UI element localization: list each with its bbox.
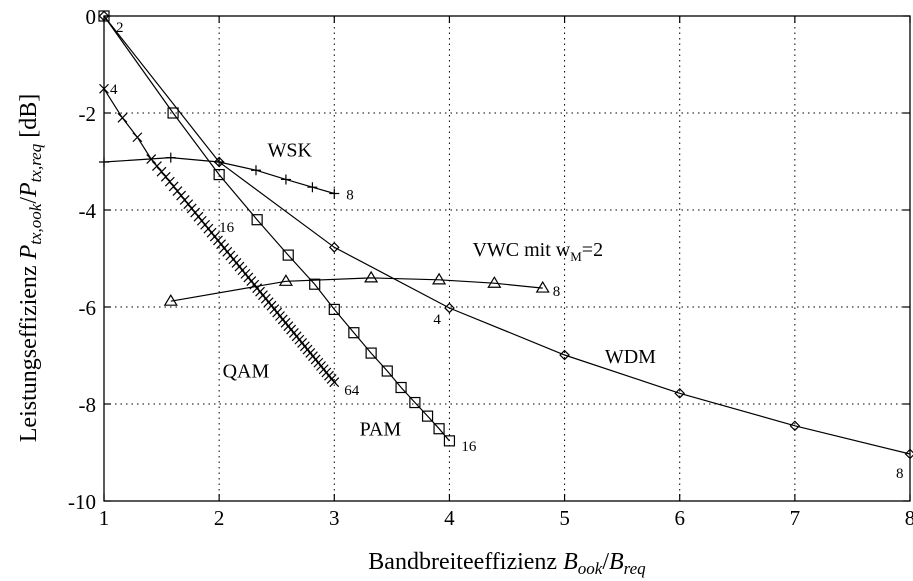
y-tick-label: -8 bbox=[79, 393, 97, 417]
data-point-wdm bbox=[904, 448, 913, 460]
data-point-wsk bbox=[307, 182, 318, 193]
y-tick-label: -2 bbox=[79, 102, 97, 126]
x-tick-label: 4 bbox=[444, 506, 455, 530]
point-label: 8 bbox=[896, 466, 904, 482]
data-point-pam bbox=[328, 303, 340, 316]
point-label: 16 bbox=[461, 439, 477, 455]
point-label: 4 bbox=[110, 82, 118, 98]
data-point-vwc-mit-w-m-2 bbox=[278, 274, 293, 286]
data-point-wdm bbox=[789, 420, 801, 432]
x-tick-label: 6 bbox=[674, 506, 685, 530]
series-line-vwc-mit-w-m-2 bbox=[170, 277, 543, 302]
series-label: VWC mit wM=2 bbox=[472, 239, 603, 264]
point-label: 16 bbox=[219, 220, 235, 236]
data-point-vwc-mit-w-m-2 bbox=[364, 270, 379, 283]
point-label: 2 bbox=[116, 20, 124, 36]
data-point-pam bbox=[282, 249, 294, 261]
data-point-wsk bbox=[250, 165, 261, 176]
tick-marks bbox=[103, 15, 911, 502]
data-point-qam bbox=[329, 377, 340, 388]
data-point-pam bbox=[433, 423, 445, 435]
data-point-pam bbox=[421, 410, 434, 422]
data-point-qam bbox=[152, 161, 162, 171]
point-label: 64 bbox=[344, 383, 360, 399]
x-tick-label: 2 bbox=[214, 506, 225, 530]
data-point-vwc-mit-w-m-2 bbox=[432, 272, 447, 285]
data-point-qam bbox=[164, 176, 175, 187]
grid-lines bbox=[104, 16, 910, 501]
x-tick-label: 8 bbox=[905, 506, 913, 530]
x-tick-label: 3 bbox=[329, 506, 340, 530]
x-axis-label: Bandbreiteeffizienz Book/Breq bbox=[368, 549, 646, 578]
series-markers bbox=[98, 10, 913, 460]
plot-frame bbox=[103, 15, 911, 502]
point-label: 8 bbox=[553, 284, 561, 300]
data-point-qam bbox=[132, 132, 143, 143]
point-label: 8 bbox=[346, 188, 354, 204]
series-line-pam bbox=[103, 15, 450, 442]
tick-labels: 1 2 3 4 5 6 7 8 0 -2 -4 -6 -8 -10 bbox=[68, 5, 913, 530]
x-tick-label: 5 bbox=[559, 506, 570, 530]
y-tick-label: -6 bbox=[79, 296, 97, 320]
data-point-pam bbox=[365, 347, 377, 359]
data-point-wsk bbox=[280, 174, 291, 185]
data-point-qam bbox=[146, 154, 157, 164]
y-tick-label: -10 bbox=[68, 490, 96, 514]
point-label: 4 bbox=[433, 312, 441, 328]
data-point-pam bbox=[167, 107, 179, 119]
series-label: WSK bbox=[268, 140, 313, 162]
x-tick-label: 1 bbox=[99, 506, 110, 530]
data-point-pam bbox=[381, 365, 393, 377]
data-point-pam bbox=[251, 214, 263, 226]
series-label: WDM bbox=[605, 346, 656, 368]
data-point-pam bbox=[348, 327, 360, 339]
data-point-pam bbox=[98, 10, 110, 22]
series-label: QAM bbox=[223, 360, 270, 382]
series-line-wdm bbox=[103, 15, 911, 455]
data-point-qam bbox=[156, 166, 167, 177]
y-tick-label: -4 bbox=[79, 199, 97, 223]
data-point-wsk bbox=[165, 152, 176, 163]
data-point-qam bbox=[117, 112, 128, 123]
data-point-pam bbox=[409, 396, 421, 409]
data-point-wsk bbox=[99, 156, 109, 167]
data-point-wdm bbox=[444, 302, 455, 314]
data-point-qam bbox=[99, 83, 109, 94]
y-axis-label: Leistungseffizienz Ptx,ook/Ptx,req [dB] bbox=[16, 94, 45, 442]
data-point-vwc-mit-w-m-2 bbox=[163, 294, 178, 306]
data-point-pam bbox=[443, 435, 456, 447]
series-label: PAM bbox=[360, 419, 402, 441]
data-point-vwc-mit-w-m-2 bbox=[535, 280, 550, 293]
data-point-pam bbox=[395, 381, 407, 394]
data-point-wdm bbox=[674, 387, 686, 399]
y-tick-label: 0 bbox=[86, 5, 97, 29]
data-point-wsk bbox=[329, 188, 340, 199]
x-tick-label: 7 bbox=[790, 506, 801, 530]
data-point-pam bbox=[309, 278, 321, 290]
data-point-qam bbox=[160, 171, 171, 182]
data-point-wsk bbox=[214, 156, 225, 167]
data-point-wdm bbox=[559, 349, 570, 361]
data-point-vwc-mit-w-m-2 bbox=[487, 276, 502, 288]
data-point-pam bbox=[213, 168, 225, 181]
data-point-wdm bbox=[328, 241, 340, 253]
